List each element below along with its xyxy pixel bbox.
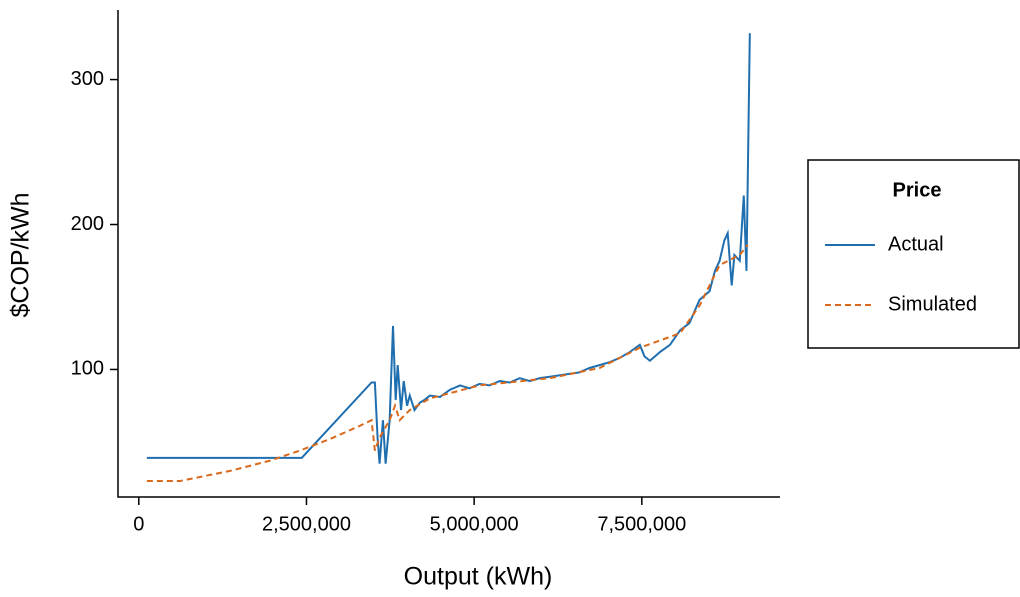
series-line bbox=[146, 33, 751, 464]
axis-line bbox=[117, 10, 780, 498]
x-tick-label: 5,000,000 bbox=[430, 513, 519, 535]
y-tick-label: 200 bbox=[71, 213, 104, 235]
x-axis-title: Output (kWh) bbox=[404, 563, 553, 591]
x-tick-label: 2,500,000 bbox=[262, 513, 351, 535]
y-tick-label: 300 bbox=[71, 68, 104, 90]
y-tick-label: 100 bbox=[71, 358, 104, 380]
y-axis-title: $COP/kWh bbox=[7, 192, 35, 317]
legend-label: Simulated bbox=[888, 293, 977, 315]
legend-title: Price bbox=[893, 179, 942, 201]
x-tick-label: 7,500,000 bbox=[597, 513, 686, 535]
series-line bbox=[146, 244, 749, 483]
legend-box bbox=[807, 159, 1020, 349]
legend-label: Actual bbox=[888, 233, 944, 255]
x-tick-label: 0 bbox=[133, 513, 144, 535]
